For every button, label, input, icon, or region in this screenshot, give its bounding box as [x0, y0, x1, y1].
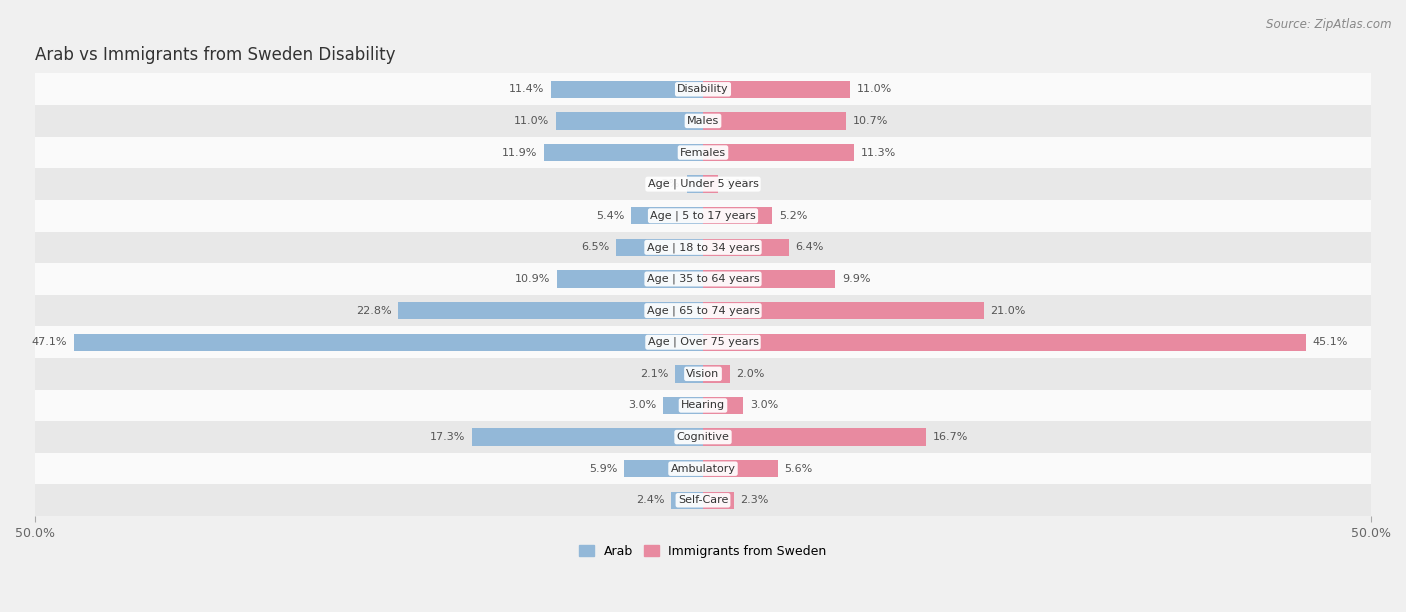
- Bar: [35, 295, 1371, 326]
- Bar: [703, 397, 744, 414]
- Text: 11.0%: 11.0%: [856, 84, 891, 94]
- Text: Ambulatory: Ambulatory: [671, 464, 735, 474]
- Text: 2.0%: 2.0%: [737, 369, 765, 379]
- Text: Females: Females: [681, 147, 725, 157]
- Bar: [703, 460, 778, 477]
- Bar: [703, 334, 1306, 351]
- Bar: [703, 428, 927, 446]
- Bar: [703, 176, 717, 193]
- Text: Self-Care: Self-Care: [678, 495, 728, 506]
- Text: 2.4%: 2.4%: [636, 495, 664, 506]
- Bar: [616, 239, 703, 256]
- Bar: [35, 453, 1371, 485]
- Text: Arab vs Immigrants from Sweden Disability: Arab vs Immigrants from Sweden Disabilit…: [35, 46, 395, 64]
- Text: 45.1%: 45.1%: [1312, 337, 1347, 347]
- Text: 3.0%: 3.0%: [628, 400, 657, 411]
- Text: Age | 65 to 74 years: Age | 65 to 74 years: [647, 305, 759, 316]
- Bar: [631, 207, 703, 225]
- Text: 5.2%: 5.2%: [779, 211, 807, 221]
- Text: 1.1%: 1.1%: [724, 179, 752, 189]
- Text: Cognitive: Cognitive: [676, 432, 730, 442]
- Text: Age | Under 5 years: Age | Under 5 years: [648, 179, 758, 189]
- Text: 3.0%: 3.0%: [749, 400, 778, 411]
- Bar: [73, 334, 703, 351]
- Bar: [703, 491, 734, 509]
- Bar: [703, 144, 853, 161]
- Text: 47.1%: 47.1%: [31, 337, 67, 347]
- Text: 11.9%: 11.9%: [502, 147, 537, 157]
- Text: 1.2%: 1.2%: [652, 179, 681, 189]
- Text: 2.3%: 2.3%: [741, 495, 769, 506]
- Bar: [662, 397, 703, 414]
- Bar: [35, 105, 1371, 136]
- Text: 10.9%: 10.9%: [516, 274, 551, 284]
- Text: 9.9%: 9.9%: [842, 274, 870, 284]
- Bar: [472, 428, 703, 446]
- Bar: [544, 144, 703, 161]
- Text: 5.6%: 5.6%: [785, 464, 813, 474]
- Bar: [557, 271, 703, 288]
- Text: Vision: Vision: [686, 369, 720, 379]
- Bar: [551, 81, 703, 98]
- Bar: [35, 358, 1371, 390]
- Bar: [703, 239, 789, 256]
- Bar: [35, 326, 1371, 358]
- Bar: [35, 200, 1371, 231]
- Bar: [703, 302, 984, 319]
- Bar: [35, 421, 1371, 453]
- Text: Age | 5 to 17 years: Age | 5 to 17 years: [650, 211, 756, 221]
- Text: 11.0%: 11.0%: [515, 116, 550, 126]
- Bar: [624, 460, 703, 477]
- Bar: [35, 390, 1371, 421]
- Bar: [688, 176, 703, 193]
- Text: 10.7%: 10.7%: [852, 116, 889, 126]
- Text: 16.7%: 16.7%: [932, 432, 969, 442]
- Text: 21.0%: 21.0%: [990, 305, 1025, 316]
- Text: Age | Over 75 years: Age | Over 75 years: [648, 337, 758, 348]
- Text: 5.4%: 5.4%: [596, 211, 624, 221]
- Text: 2.1%: 2.1%: [640, 369, 668, 379]
- Text: Hearing: Hearing: [681, 400, 725, 411]
- Text: 17.3%: 17.3%: [430, 432, 465, 442]
- Text: 22.8%: 22.8%: [356, 305, 392, 316]
- Bar: [35, 136, 1371, 168]
- Bar: [703, 112, 846, 130]
- Text: 6.4%: 6.4%: [796, 242, 824, 252]
- Text: Males: Males: [688, 116, 718, 126]
- Bar: [671, 491, 703, 509]
- Bar: [675, 365, 703, 382]
- Text: Source: ZipAtlas.com: Source: ZipAtlas.com: [1267, 18, 1392, 31]
- Bar: [555, 112, 703, 130]
- Text: 6.5%: 6.5%: [581, 242, 609, 252]
- Bar: [35, 231, 1371, 263]
- Bar: [35, 485, 1371, 516]
- Bar: [703, 365, 730, 382]
- Bar: [703, 81, 851, 98]
- Legend: Arab, Immigrants from Sweden: Arab, Immigrants from Sweden: [574, 540, 832, 563]
- Bar: [35, 73, 1371, 105]
- Bar: [398, 302, 703, 319]
- Bar: [703, 207, 772, 225]
- Text: Age | 35 to 64 years: Age | 35 to 64 years: [647, 274, 759, 284]
- Text: Age | 18 to 34 years: Age | 18 to 34 years: [647, 242, 759, 253]
- Bar: [35, 263, 1371, 295]
- Bar: [703, 271, 835, 288]
- Bar: [35, 168, 1371, 200]
- Text: 11.4%: 11.4%: [509, 84, 544, 94]
- Text: Disability: Disability: [678, 84, 728, 94]
- Text: 11.3%: 11.3%: [860, 147, 896, 157]
- Text: 5.9%: 5.9%: [589, 464, 617, 474]
